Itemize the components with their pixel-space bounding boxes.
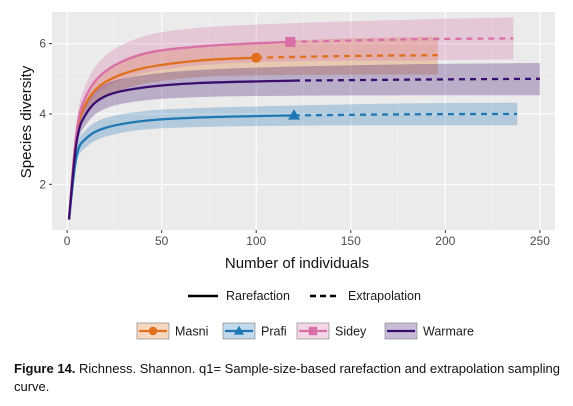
x-tick-label: 100 xyxy=(246,234,266,248)
legend-label-extrapolation: Extrapolation xyxy=(348,289,421,303)
triangle-marker xyxy=(233,325,245,335)
prafi-extrapolation-line xyxy=(293,112,518,117)
y-tick-label: 2 xyxy=(39,177,46,191)
figure-caption: Figure 14. Richness. Shannon. q1= Sample… xyxy=(14,360,562,396)
sidey-extrapolation-line xyxy=(290,37,514,44)
square-marker xyxy=(285,36,296,47)
warmare-rarefaction-line xyxy=(67,79,295,220)
circle-marker xyxy=(251,52,262,63)
square-marker xyxy=(308,326,318,336)
triangle-marker xyxy=(288,109,301,120)
warmare-extrapolation-line xyxy=(293,77,540,82)
y-tick-label: 6 xyxy=(39,37,46,51)
x-tick-label: 0 xyxy=(64,234,71,248)
caption-label: Figure 14. xyxy=(14,361,76,376)
y-tick-label: 4 xyxy=(39,107,46,121)
x-tick-label: 150 xyxy=(341,234,361,248)
legend-label-prafi: Prafi xyxy=(261,325,287,339)
legend-label-masni: Masni xyxy=(175,325,208,339)
x-axis-title: Number of individuals xyxy=(225,255,369,272)
x-tick-label: 200 xyxy=(435,234,455,248)
prafi-rarefaction-line xyxy=(67,114,295,220)
legend-label-warmare: Warmare xyxy=(423,325,474,339)
caption-text: Richness. Shannon. q1= Sample-size-based… xyxy=(14,361,560,394)
legend-label-rarefaction: Rarefaction xyxy=(226,289,290,303)
x-tick-label: 50 xyxy=(155,234,169,248)
legend-label-sidey: Sidey xyxy=(335,325,367,339)
y-axis-title: Species diversity xyxy=(18,65,35,178)
circle-marker xyxy=(148,326,158,336)
rarefaction-chart: 0 50 100 150 200 250 2 4 6 Number of individuals… xyxy=(18,12,555,340)
x-tick-label: 250 xyxy=(530,234,550,248)
sidey-rarefaction-line xyxy=(67,40,291,220)
